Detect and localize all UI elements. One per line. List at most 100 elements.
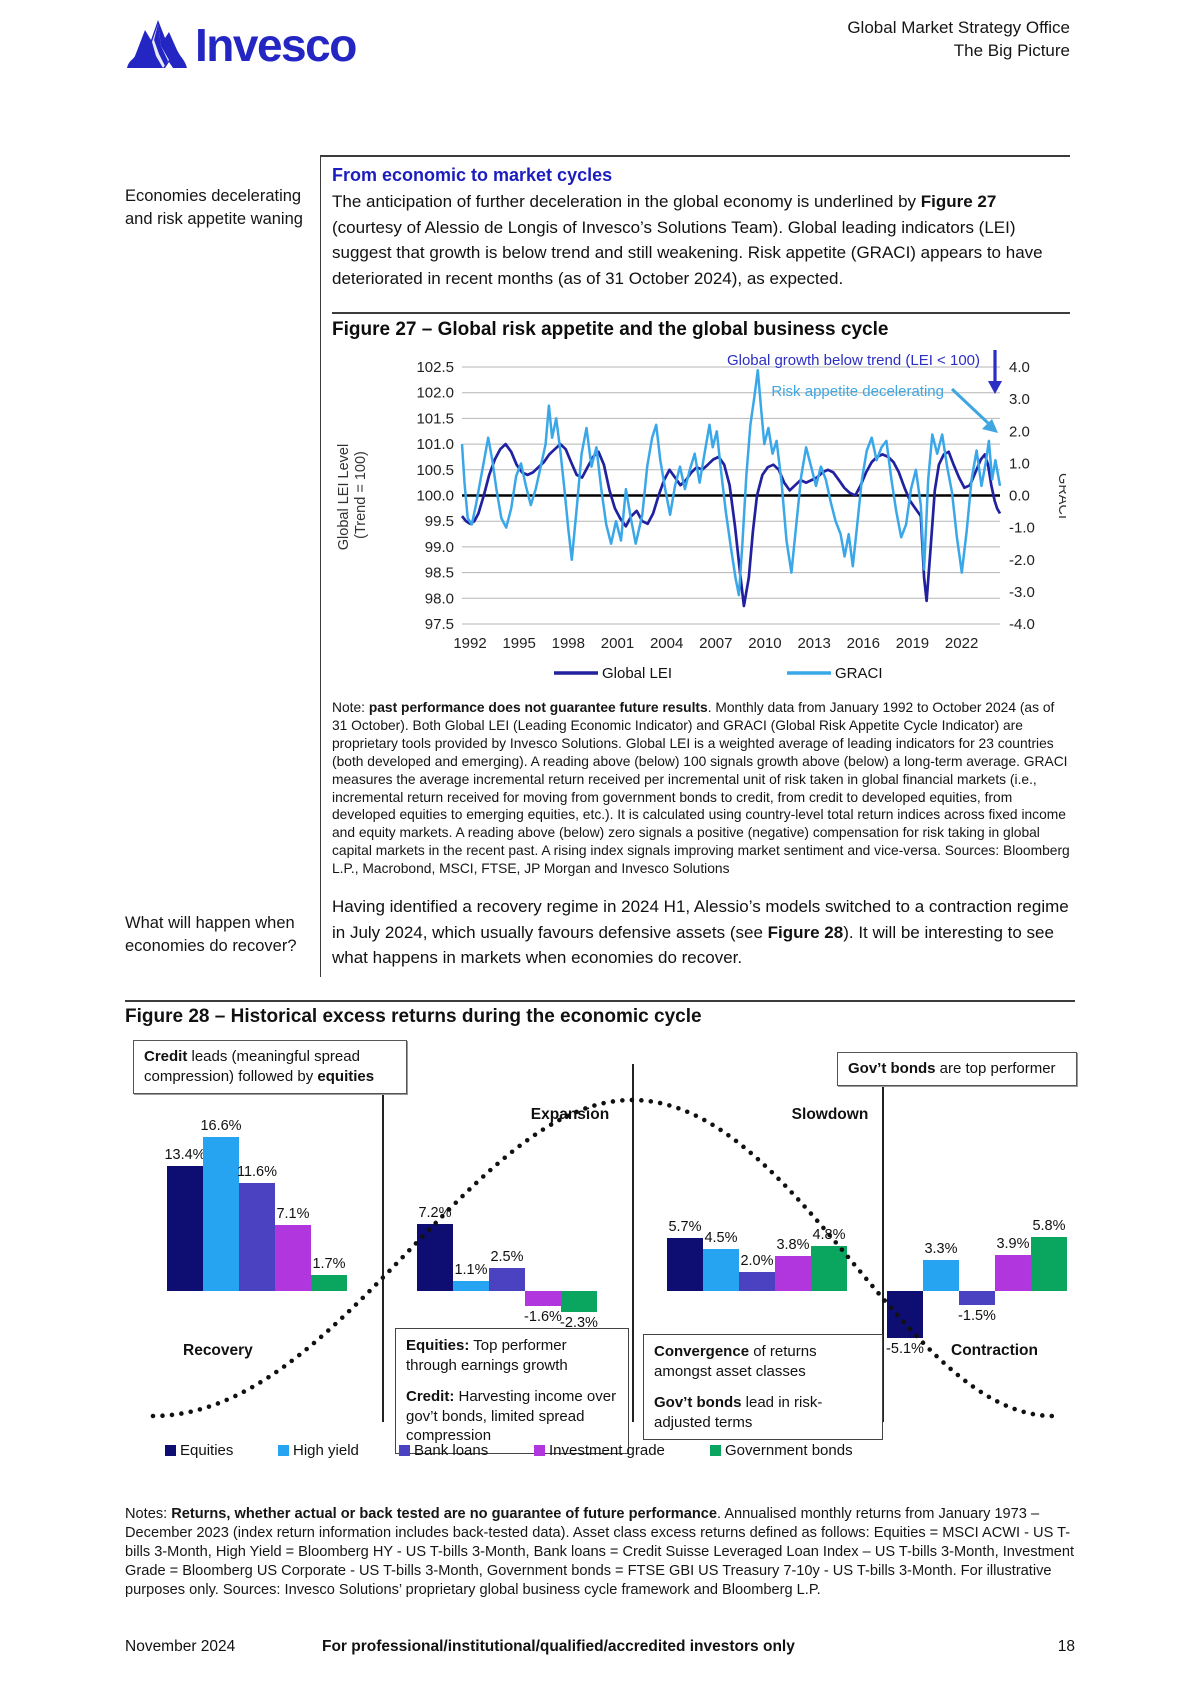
bar-value-label: 7.2% — [418, 1205, 452, 1221]
left-axis-tick: 102.0 — [416, 385, 454, 402]
bar-recovery-government-bonds — [311, 1275, 347, 1291]
legend-label: Equities — [180, 1442, 234, 1459]
x-axis-tick: 2022 — [945, 635, 978, 652]
box-convergence-bold: Convergence — [654, 1343, 750, 1360]
right-axis-tick: 2.0 — [1009, 423, 1030, 440]
x-axis-tick: 2004 — [650, 635, 683, 652]
legend-swatch-icon — [534, 1445, 545, 1456]
section-heading: From economic to market cycles — [332, 165, 613, 185]
callout-credit-bold: Credit — [144, 1048, 188, 1065]
left-axis-tick: 101.5 — [416, 410, 454, 427]
page-footer: November 2024 For professional/instituti… — [125, 1638, 1075, 1656]
box-slowdown-p2: Gov’t bonds lead in risk-adjusted terms — [654, 1393, 872, 1432]
header-right: Global Market Strategy Office The Big Pi… — [847, 16, 1070, 62]
header-publication: The Big Picture — [953, 41, 1070, 60]
legend-swatch-icon — [165, 1445, 176, 1456]
main-column: From economic to market cycles The antic… — [320, 155, 1070, 977]
figure28-legend: Equities High yield Bank loans Investment g… — [165, 1442, 910, 1459]
legend-item-investment-grade: Investment grade — [534, 1442, 710, 1459]
note-label: Note: — [332, 700, 369, 715]
legend-item-high-yield: High yield — [278, 1442, 399, 1459]
invesco-wordmark: Invesco — [195, 19, 357, 71]
x-axis-tick: 2013 — [797, 635, 830, 652]
notes-rest: . Annualised monthly returns from Januar… — [125, 1505, 1075, 1598]
bar-expansion-investment-grade — [525, 1291, 561, 1306]
notes-bold: Returns, whether actual or back tested a… — [171, 1505, 718, 1522]
box-slowdown-p1: Convergence of returns amongst asset cla… — [654, 1342, 872, 1381]
right-axis-tick: 4.0 — [1009, 359, 1030, 376]
right-axis-tick: 3.0 — [1009, 391, 1030, 408]
annotation-diagonal-arrow-line — [950, 387, 990, 425]
legend-swatch-icon — [278, 1445, 289, 1456]
legend-label: Government bonds — [725, 1442, 853, 1459]
callout-credit-text: leads (meaningful spread compression) fo… — [144, 1048, 360, 1085]
left-axis-tick: 101.0 — [416, 436, 454, 453]
figure28-top-rule — [125, 1000, 1075, 1002]
bar-value-label: 3.3% — [924, 1241, 958, 1257]
legend-swatch-icon — [710, 1445, 721, 1456]
bar-expansion-high-yield — [453, 1281, 489, 1291]
figure27-line-chart: 102.5 102.0 101.5 101.0 100.5 100.0 99.5 99.0 98… — [336, 350, 1066, 682]
bar-value-label: 5.8% — [1032, 1218, 1066, 1234]
left-axis-tick: 99.5 — [425, 513, 454, 530]
box-expansion-p2: Credit: Harvesting income over gov’t bon… — [406, 1387, 618, 1446]
footer-disclaimer: For professional/institutional/qualified… — [322, 1638, 795, 1655]
x-axis-tick: 2007 — [699, 635, 732, 652]
right-axis-tick: -3.0 — [1009, 584, 1035, 601]
bar-group-recovery: 13.4% 16.6% 11.6% 7.1% 1.7% — [164, 1036, 349, 1488]
box-expansion-p1: Equities: Top performer through earnings… — [406, 1336, 618, 1375]
notes-label: Notes: — [125, 1505, 172, 1522]
para1-figure-ref: Figure 27 — [920, 192, 997, 211]
bar-value-label: 11.6% — [236, 1164, 278, 1180]
bar-contraction-bank-loans — [959, 1291, 995, 1305]
x-axis-tick: 1992 — [453, 635, 486, 652]
x-axis-tick: 2010 — [748, 635, 781, 652]
invesco-logo: Invesco — [125, 16, 357, 74]
bar-value-label: 4.8% — [812, 1227, 846, 1243]
para2-post: ). It will be interesting to see what ha… — [332, 922, 1054, 968]
figure27-left-axis-title: Global LEI Level (Trend = 100) — [336, 440, 369, 550]
legend-item-bank-loans: Bank loans — [399, 1442, 534, 1459]
annotation-down-arrow-head — [988, 381, 1002, 394]
right-axis-tick: -1.0 — [1009, 520, 1035, 537]
para2-figure-ref: Figure 28 — [767, 922, 844, 942]
legend-label-graci: GRACI — [835, 665, 883, 682]
callout-govt-bonds: Gov’t bonds are top performer — [837, 1052, 1077, 1086]
box-credit-bold: Credit: — [406, 1388, 455, 1405]
bar-value-label: 4.5% — [704, 1230, 738, 1246]
annotation-risk-appetite: Risk appetite decelerating — [771, 383, 944, 400]
margin-note-1: Economies decelerating and risk appetite… — [125, 187, 303, 228]
bar-slowdown-government-bonds — [811, 1246, 847, 1291]
legend-swatch-icon — [399, 1445, 410, 1456]
box-govt-lead-bold: Gov’t bonds — [654, 1394, 742, 1411]
right-axis-tick: 0.0 — [1009, 488, 1030, 505]
left-axis-tick: 100.5 — [416, 462, 454, 479]
x-axis-tick: 2001 — [601, 635, 634, 652]
body-paragraph-1: The anticipation of further deceleration… — [332, 189, 1070, 291]
right-axis-tick: -4.0 — [1009, 616, 1035, 633]
right-axis-tick: -2.0 — [1009, 552, 1035, 569]
left-axis-tick: 99.0 — [425, 539, 454, 556]
bar-recovery-equities — [167, 1166, 203, 1291]
bar-contraction-government-bonds — [1031, 1237, 1067, 1291]
bar-value-label: 16.6% — [200, 1118, 242, 1134]
bar-value-label: -1.5% — [958, 1308, 996, 1324]
bar-contraction-equities — [887, 1291, 923, 1338]
bar-expansion-bank-loans — [489, 1268, 525, 1291]
note-rest: . Monthly data from January 1992 to Octo… — [332, 700, 1070, 877]
bar-recovery-high-yield — [203, 1137, 239, 1291]
figure27-note: Note: past performance does not guarante… — [332, 699, 1070, 878]
bar-recovery-bank-loans — [239, 1183, 275, 1291]
bar-value-label: -5.1% — [886, 1341, 924, 1357]
main-content: Economies decelerating and risk appetite… — [125, 155, 1070, 977]
callout-govt-text: are top performer — [935, 1060, 1056, 1077]
figure27-top-rule — [332, 312, 1070, 314]
footer-date: November 2024 — [125, 1638, 236, 1655]
para1-post: (courtesy of Alessio de Longis of Invesc… — [332, 217, 1043, 288]
margin-note-2: What will happen when economies do recov… — [125, 914, 297, 955]
note-bold: past performance does not guarantee futu… — [368, 700, 708, 715]
legend-label: High yield — [293, 1442, 359, 1459]
series-line-global-lei — [460, 442, 1002, 608]
legend-label: Investment grade — [549, 1442, 665, 1459]
